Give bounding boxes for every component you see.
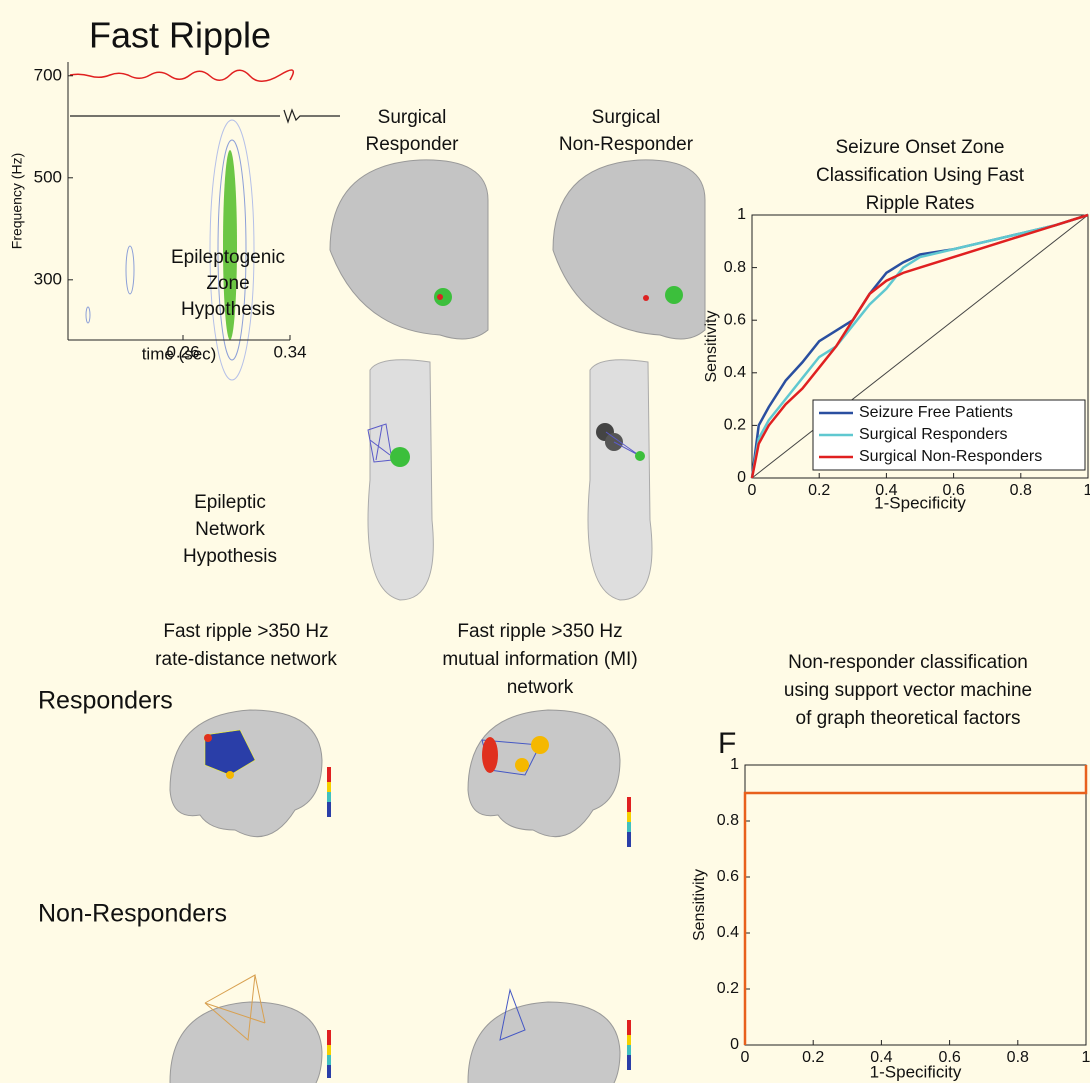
label: Non-Responders [38,900,227,928]
y-axis-label: Frequency (Hz) [9,153,25,249]
x-tick-label: 0.34 [273,342,306,361]
x-tick-label: 0.2 [802,1049,824,1066]
y-tick-label: 300 [34,269,62,288]
x-tick-label: 0.8 [1010,482,1032,499]
y-tick-label: 0.2 [717,980,739,997]
figure: Fast Ripple [0,0,1090,1083]
label: Network [195,519,265,540]
electrode [390,447,410,467]
node [204,734,212,742]
chart-title: Classification Using Fast [816,165,1025,186]
y-tick-label: 0.4 [724,364,746,381]
x-tick-label: 0.8 [1007,1049,1029,1066]
y-tick-label: 0.8 [724,259,746,276]
chart-title: Ripple Rates [866,193,975,214]
brain [588,360,652,600]
y-tick-label: 0.2 [724,417,746,434]
x-tick-label: 0 [748,482,757,499]
label: network [507,677,574,698]
label: rate-distance network [155,649,337,670]
x-tick-label: 0 [741,1049,750,1066]
brain [368,360,433,600]
y-tick-label: 1 [737,206,746,223]
y-tick-label: 0 [730,1036,739,1053]
panel-label: F [718,727,736,760]
node [531,736,549,754]
y-tick-label: 0.4 [717,924,739,941]
y-tick-label: 700 [34,65,62,84]
label: Fast ripple >350 Hz [163,621,328,642]
chart-title: using support vector machine [784,680,1032,701]
chart-title: Non-responder classification [788,652,1028,673]
node [482,737,498,773]
label: Responders [38,687,173,715]
label: Surgical [592,107,661,128]
y-axis-label: Sensitivity [691,869,708,941]
figure-title: Fast Ripple [89,15,271,56]
node [515,758,529,772]
y-tick-label: 0 [737,469,746,486]
label: Non-Responder [559,134,694,155]
x-axis-label: time (sec) [142,344,217,363]
label: Fast ripple >350 Hz [457,621,622,642]
label: Hypothesis [181,299,275,320]
label: Zone [206,273,249,294]
label: Responder [366,134,460,155]
x-tick-label: 1 [1082,1049,1090,1066]
chart-title: Seizure Onset Zone [836,137,1005,158]
electrode [665,286,683,304]
y-tick-label: 1 [730,756,739,773]
y-tick-label: 500 [34,167,62,186]
y-axis-label: Sensitivity [703,310,720,382]
x-axis-label: 1-Specificity [874,493,966,512]
legend-label: Surgical Responders [859,426,1008,443]
label: Hypothesis [183,546,277,567]
chart-title: of graph theoretical factors [796,708,1021,729]
y-tick-label: 0.8 [717,812,739,829]
x-tick-label: 1 [1084,482,1090,499]
label: mutual information (MI) [442,649,637,670]
electrode [437,294,443,300]
legend-label: Seizure Free Patients [859,404,1013,421]
label: Epileptogenic [171,247,285,268]
label: Surgical [378,107,447,128]
y-tick-label: 0.6 [724,311,746,328]
x-axis-label: 1-Specificity [870,1062,962,1081]
x-tick-label: 0.2 [808,482,830,499]
electrode [643,295,649,301]
legend-label: Surgical Non-Responders [859,448,1042,465]
electrode [635,451,645,461]
y-tick-label: 0.6 [717,868,739,885]
node [226,771,234,779]
label: Epileptic [194,492,266,513]
